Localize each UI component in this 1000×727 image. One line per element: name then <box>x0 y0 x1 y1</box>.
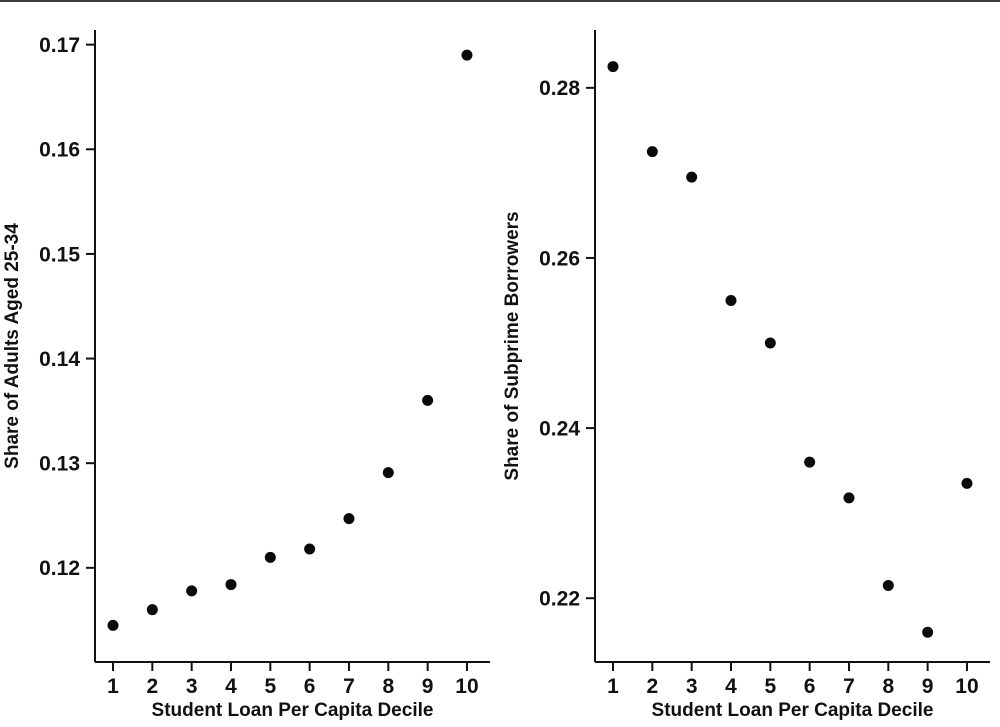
y-tick-label: 0.15 <box>39 243 80 266</box>
x-tick-label: 3 <box>186 675 198 698</box>
data-point <box>882 579 894 591</box>
data-point <box>686 171 698 183</box>
data-point <box>922 626 934 638</box>
y-tick-label: 0.16 <box>39 139 80 162</box>
x-tick-label: 10 <box>955 675 978 698</box>
y-tick-label: 0.17 <box>39 34 80 57</box>
data-point <box>107 619 119 631</box>
x-tick-label: 1 <box>107 675 119 698</box>
data-point <box>422 394 434 406</box>
y-tick-label: 0.22 <box>539 588 580 611</box>
y-tick-label: 0.24 <box>539 417 580 440</box>
x-tick-label: 8 <box>882 675 894 698</box>
x-tick-label: 5 <box>764 675 776 698</box>
data-point <box>225 579 237 591</box>
x-tick-label: 1 <box>607 675 619 698</box>
plot-svg: 0.22 0.24 0.26 0.28 1 2 3 4 5 6 7 8 9 10 Share of Subp… <box>502 30 990 721</box>
data-point <box>461 49 473 61</box>
y-tick-label: 0.13 <box>39 453 80 476</box>
y-tick-label: 0.26 <box>539 247 580 270</box>
data-point <box>725 294 737 306</box>
x-tick-label: 9 <box>422 675 434 698</box>
data-point <box>607 61 619 73</box>
x-tick-label: 8 <box>382 675 394 698</box>
data-point <box>804 456 816 468</box>
x-tick-label: 5 <box>264 675 276 698</box>
data-point <box>146 604 158 616</box>
data-point <box>961 477 973 489</box>
x-tick-label: 4 <box>725 675 737 698</box>
x-tick-label: 2 <box>646 675 658 698</box>
y-axis-title: Share of Adults Aged 25-34 <box>2 223 23 469</box>
data-point <box>343 513 355 525</box>
data-point <box>646 146 658 158</box>
data-point <box>304 543 316 555</box>
x-axis-title: Student Loan Per Capita Decile <box>652 700 934 721</box>
y-tick-label: 0.12 <box>39 557 80 580</box>
x-tick-label: 10 <box>455 675 478 698</box>
x-tick-label: 7 <box>343 675 355 698</box>
x-tick-label: 3 <box>686 675 698 698</box>
data-point <box>382 467 394 479</box>
chart-share-subprime-borrowers: 0.22 0.24 0.26 0.28 1 2 3 4 5 6 7 8 9 10 Share of Subp… <box>500 0 1000 727</box>
x-axis-title: Student Loan Per Capita Decile <box>152 700 434 721</box>
data-point <box>843 492 855 504</box>
chart-share-adults-25-34: 0.12 0.13 0.14 0.15 0.16 0.17 1 2 3 4 5 6 7 8 9 10 Share… <box>2 30 490 721</box>
top-border-rule <box>0 0 1000 2</box>
x-tick-label: 7 <box>843 675 855 698</box>
x-tick-label: 9 <box>922 675 934 698</box>
data-point <box>764 337 776 349</box>
plot-svg: 0.12 0.13 0.14 0.15 0.16 0.17 1 2 3 4 5 6 7 8 9 10 Share… <box>2 30 490 721</box>
data-point <box>264 551 276 563</box>
x-tick-label: 6 <box>804 675 816 698</box>
y-tick-label: 0.28 <box>539 77 580 100</box>
y-tick-label: 0.14 <box>39 348 80 371</box>
x-tick-label: 6 <box>304 675 316 698</box>
x-tick-label: 2 <box>146 675 158 698</box>
data-point <box>186 585 198 597</box>
x-tick-label: 4 <box>225 675 237 698</box>
y-axis-title: Share of Subprime Borrowers <box>502 211 523 480</box>
